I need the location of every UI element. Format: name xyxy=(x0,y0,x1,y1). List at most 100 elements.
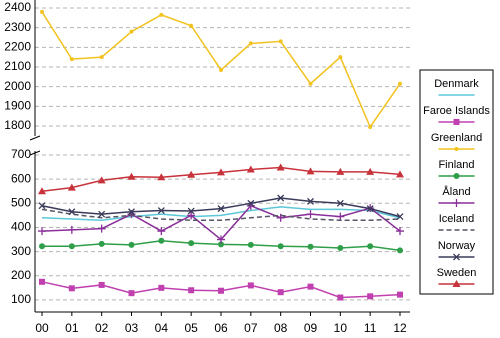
marker xyxy=(188,287,195,294)
y-tick-label: 1800 xyxy=(4,118,31,132)
marker xyxy=(97,176,106,184)
x-tick-label: 10 xyxy=(334,321,348,335)
marker xyxy=(40,9,44,14)
marker xyxy=(366,167,375,175)
marker xyxy=(127,172,136,180)
legend-label: Åland xyxy=(442,185,470,198)
marker xyxy=(397,247,403,254)
x-tick-label: 01 xyxy=(65,321,79,335)
legend-label: Norway xyxy=(438,240,476,252)
marker xyxy=(246,165,255,173)
marker xyxy=(453,173,460,179)
y-tick-label: 1900 xyxy=(4,99,31,113)
y-tick-label: 300 xyxy=(11,244,31,258)
marker xyxy=(189,23,194,28)
marker xyxy=(157,173,166,181)
marker xyxy=(68,285,75,292)
marker xyxy=(159,12,164,17)
marker xyxy=(277,194,285,202)
legend: Denmark Faroe Islands Greenland Finland Ålan… xyxy=(419,69,494,295)
marker xyxy=(217,205,225,213)
marker xyxy=(337,244,344,251)
marker xyxy=(68,208,76,216)
marker xyxy=(336,199,344,207)
marker xyxy=(452,199,461,207)
legend-label: Iceland xyxy=(439,213,474,225)
y-tick-label: 500 xyxy=(11,195,31,209)
marker xyxy=(39,278,45,285)
marker xyxy=(187,211,196,220)
marker xyxy=(277,289,284,296)
marker xyxy=(218,287,224,294)
legend-box xyxy=(419,69,494,295)
marker xyxy=(366,205,374,213)
marker xyxy=(367,243,374,250)
series-line xyxy=(41,204,401,241)
marker xyxy=(157,207,165,215)
y-tick-label: 600 xyxy=(11,171,31,185)
marker xyxy=(306,210,315,219)
marker xyxy=(276,163,285,171)
marker xyxy=(158,237,165,244)
marker xyxy=(307,243,314,250)
marker xyxy=(68,243,75,250)
marker xyxy=(247,241,254,248)
x-tick-label: 04 xyxy=(155,321,169,335)
y-tick-label: 400 xyxy=(11,220,31,234)
marker xyxy=(307,283,314,290)
series-line xyxy=(41,206,401,221)
marker xyxy=(336,212,345,221)
x-tick-label: 11 xyxy=(364,321,377,335)
marker xyxy=(38,227,46,236)
marker xyxy=(308,81,313,86)
x-tick-label: 09 xyxy=(304,321,318,335)
x-tick-label: 12 xyxy=(393,321,407,335)
marker xyxy=(38,202,46,210)
series-line xyxy=(41,197,401,218)
x-tick-label: 02 xyxy=(95,321,109,335)
legend-label: Denmark xyxy=(434,78,479,90)
marker xyxy=(128,290,135,297)
x-tick-label: 00 xyxy=(35,321,49,335)
marker xyxy=(247,199,255,207)
marker xyxy=(97,224,106,233)
legend-label: Greenland xyxy=(431,132,482,144)
legend-label: Sweden xyxy=(437,267,477,279)
marker xyxy=(217,168,225,176)
x-tick-label: 05 xyxy=(184,321,198,335)
marker xyxy=(129,29,134,34)
legend-label: Faroe Islands xyxy=(423,105,490,117)
marker xyxy=(277,243,284,250)
marker xyxy=(98,281,105,288)
marker xyxy=(188,240,195,247)
y-tick-label: 2000 xyxy=(4,79,31,93)
legend-label: Finland xyxy=(438,159,474,171)
marker xyxy=(247,282,254,289)
marker xyxy=(276,213,285,222)
marker xyxy=(158,284,165,291)
marker xyxy=(396,213,404,221)
marker xyxy=(338,55,343,60)
y-tick-label: 100 xyxy=(11,292,31,306)
marker xyxy=(219,67,223,72)
x-tick-label: 03 xyxy=(125,321,139,335)
marker xyxy=(453,253,460,261)
marker xyxy=(396,227,404,236)
marker xyxy=(307,197,314,205)
marker xyxy=(39,243,45,250)
y-tick-label: 2400 xyxy=(4,0,31,14)
marker xyxy=(98,210,106,218)
y-tick-label: 2100 xyxy=(4,59,31,73)
marker xyxy=(368,124,373,129)
marker xyxy=(67,225,76,234)
marker xyxy=(38,187,46,195)
y-tick-label: 700 xyxy=(11,147,31,161)
y-tick-label: 2300 xyxy=(4,20,31,34)
marker xyxy=(398,81,402,86)
x-tick-label: 08 xyxy=(274,321,288,335)
marker xyxy=(278,39,283,44)
marker xyxy=(218,241,224,248)
y-tick-label: 200 xyxy=(11,268,31,282)
marker xyxy=(397,291,403,298)
